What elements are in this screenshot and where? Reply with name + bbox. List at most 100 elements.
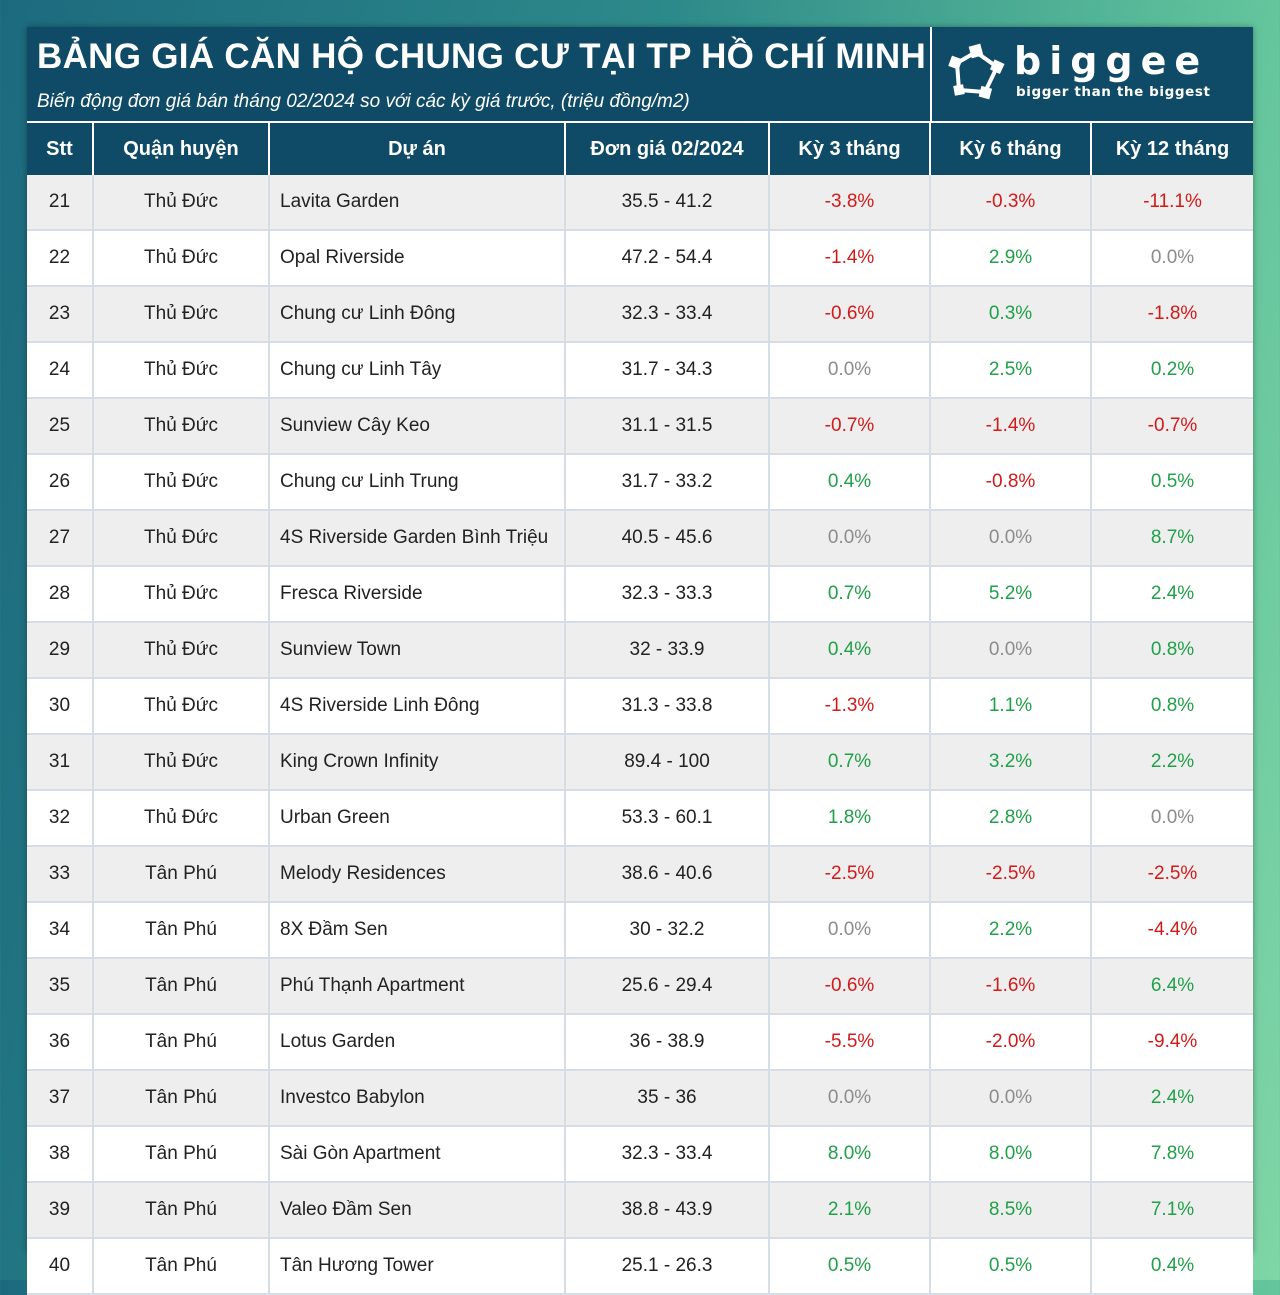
table-row: 23 Thủ Đức Chung cư Linh Đông 32.3 - 33.4 -0… xyxy=(27,286,1253,343)
cell-price: 32 - 33.9 xyxy=(564,622,769,679)
cell-change-6m: 3.2% xyxy=(929,734,1091,791)
table-header-banner: BẢNG GIÁ CĂN HỘ CHUNG CƯ TẠI TP HỒ CHÍ M… xyxy=(27,27,1253,121)
cell-project: Lotus Garden xyxy=(268,1014,565,1071)
table-row: 35 Tân Phú Phú Thạnh Apartment 25.6 - 29.4-… xyxy=(27,958,1253,1015)
cell-change-6m: -2.0% xyxy=(929,1014,1091,1071)
col-header-3-month: Kỳ 3 tháng xyxy=(768,121,930,175)
cell-price: 31.1 - 31.5 xyxy=(564,398,769,455)
cell-change-6m: 0.0% xyxy=(929,510,1091,567)
price-table: Stt Quận huyện Dự án Đơn giá 02/2024 Kỳ … xyxy=(27,121,1253,1295)
cell-project: King Crown Infinity xyxy=(268,734,565,791)
cell-change-6m: -2.5% xyxy=(929,846,1091,903)
col-header-district: Quận huyện xyxy=(92,121,269,175)
cell-stt: 36 xyxy=(27,1014,93,1071)
cell-price: 30 - 32.2 xyxy=(564,902,769,959)
cell-stt: 22 xyxy=(27,230,93,287)
cell-change-12m: 0.0% xyxy=(1090,790,1253,847)
cell-project: 4S Riverside Garden Bình Triệu xyxy=(268,510,565,567)
cell-change-12m: 7.1% xyxy=(1090,1182,1253,1239)
cell-change-6m: -1.6% xyxy=(929,958,1091,1015)
cell-change-12m: 0.4% xyxy=(1090,1238,1253,1295)
cell-stt: 27 xyxy=(27,510,93,567)
cell-stt: 32 xyxy=(27,790,93,847)
table-row: 39 Tân Phú Valeo Đầm Sen 38.8 - 43.9 2.1% 8.5… xyxy=(27,1182,1253,1239)
cell-project: Lavita Garden xyxy=(268,175,565,231)
cell-price: 31.7 - 33.2 xyxy=(564,454,769,511)
cell-project: Sunview Cây Keo xyxy=(268,398,565,455)
cell-change-12m: 2.4% xyxy=(1090,1070,1253,1127)
cell-project: Chung cư Linh Trung xyxy=(268,454,565,511)
cell-stt: 35 xyxy=(27,958,93,1015)
cell-change-6m: 0.0% xyxy=(929,622,1091,679)
cell-change-12m: 7.8% xyxy=(1090,1126,1253,1183)
cell-price: 47.2 - 54.4 xyxy=(564,230,769,287)
cell-change-6m: -0.8% xyxy=(929,454,1091,511)
cell-price: 31.7 - 34.3 xyxy=(564,342,769,399)
cell-price: 32.3 - 33.4 xyxy=(564,1126,769,1183)
cell-project: Urban Green xyxy=(268,790,565,847)
cell-price: 89.4 - 100 xyxy=(564,734,769,791)
cell-price: 38.6 - 40.6 xyxy=(564,846,769,903)
cell-district: Thủ Đức xyxy=(92,734,269,791)
cell-project: Chung cư Linh Tây xyxy=(268,342,565,399)
cell-change-3m: 0.7% xyxy=(768,566,930,623)
cell-stt: 38 xyxy=(27,1126,93,1183)
cell-district: Thủ Đức xyxy=(92,622,269,679)
cell-price: 32.3 - 33.3 xyxy=(564,566,769,623)
cell-change-3m: 1.8% xyxy=(768,790,930,847)
cell-stt: 33 xyxy=(27,846,93,903)
cell-district: Thủ Đức xyxy=(92,678,269,735)
cell-stt: 23 xyxy=(27,286,93,343)
cell-stt: 29 xyxy=(27,622,93,679)
cell-district: Thủ Đức xyxy=(92,286,269,343)
cell-district: Tân Phú xyxy=(92,1070,269,1127)
cell-change-3m: 0.4% xyxy=(768,454,930,511)
cell-price: 31.3 - 33.8 xyxy=(564,678,769,735)
table-row: 31 Thủ Đức King Crown Infinity 89.4 - 100 0.… xyxy=(27,734,1253,791)
table-row: 29 Thủ Đức Sunview Town 32 - 33.9 0.4% 0.0% 0.… xyxy=(27,622,1253,679)
logo-wordmark: biggee xyxy=(1014,39,1209,83)
table-row: 28 Thủ Đức Fresca Riverside 32.3 - 33.3 0.7%… xyxy=(27,566,1253,623)
cell-district: Thủ Đức xyxy=(92,790,269,847)
biggee-logo-icon xyxy=(948,43,1005,100)
cell-change-12m: -11.1% xyxy=(1090,175,1253,231)
table-row: 24 Thủ Đức Chung cư Linh Tây 31.7 - 34.3 0.0… xyxy=(27,342,1253,399)
cell-district: Tân Phú xyxy=(92,1014,269,1071)
cell-change-12m: -4.4% xyxy=(1090,902,1253,959)
cell-stt: 37 xyxy=(27,1070,93,1127)
cell-stt: 26 xyxy=(27,454,93,511)
table-row: 40 Tân Phú Tân Hương Tower 25.1 - 26.3 0.5% 0… xyxy=(27,1238,1253,1295)
cell-change-3m: -1.4% xyxy=(768,230,930,287)
cell-change-3m: 0.7% xyxy=(768,734,930,791)
cell-change-3m: -2.5% xyxy=(768,846,930,903)
cell-change-3m: -1.3% xyxy=(768,678,930,735)
page-subtitle: Biến động đơn giá bán tháng 02/2024 so v… xyxy=(37,91,690,112)
cell-price: 36 - 38.9 xyxy=(564,1014,769,1071)
cell-district: Thủ Đức xyxy=(92,175,269,231)
cell-change-3m: -5.5% xyxy=(768,1014,930,1071)
cell-change-3m: -0.6% xyxy=(768,958,930,1015)
cell-change-12m: 0.8% xyxy=(1090,678,1253,735)
cell-change-6m: 2.5% xyxy=(929,342,1091,399)
cell-project: 4S Riverside Linh Đông xyxy=(268,678,565,735)
cell-change-3m: -0.7% xyxy=(768,398,930,455)
cell-project: Sunview Town xyxy=(268,622,565,679)
cell-price: 35 - 36 xyxy=(564,1070,769,1127)
table-row: 37 Tân Phú Investco Babylon 35 - 36 0.0% 0.0%… xyxy=(27,1070,1253,1127)
table-row: 22 Thủ Đức Opal Riverside 47.2 - 54.4 -1.4% 2… xyxy=(27,230,1253,287)
cell-district: Tân Phú xyxy=(92,1238,269,1295)
brand-logo: biggee bigger than the biggest xyxy=(930,27,1255,121)
cell-change-12m: -0.7% xyxy=(1090,398,1253,455)
cell-price: 53.3 - 60.1 xyxy=(564,790,769,847)
cell-change-12m: -9.4% xyxy=(1090,1014,1253,1071)
cell-change-6m: 2.8% xyxy=(929,790,1091,847)
cell-change-6m: 1.1% xyxy=(929,678,1091,735)
cell-price: 40.5 - 45.6 xyxy=(564,510,769,567)
price-table-card: BẢNG GIÁ CĂN HỘ CHUNG CƯ TẠI TP HỒ CHÍ M… xyxy=(27,27,1253,1295)
cell-change-3m: 0.0% xyxy=(768,510,930,567)
cell-change-12m: 0.8% xyxy=(1090,622,1253,679)
col-header-12-month: Kỳ 12 tháng xyxy=(1090,121,1253,175)
cell-district: Tân Phú xyxy=(92,846,269,903)
cell-change-12m: 6.4% xyxy=(1090,958,1253,1015)
cell-price: 25.6 - 29.4 xyxy=(564,958,769,1015)
